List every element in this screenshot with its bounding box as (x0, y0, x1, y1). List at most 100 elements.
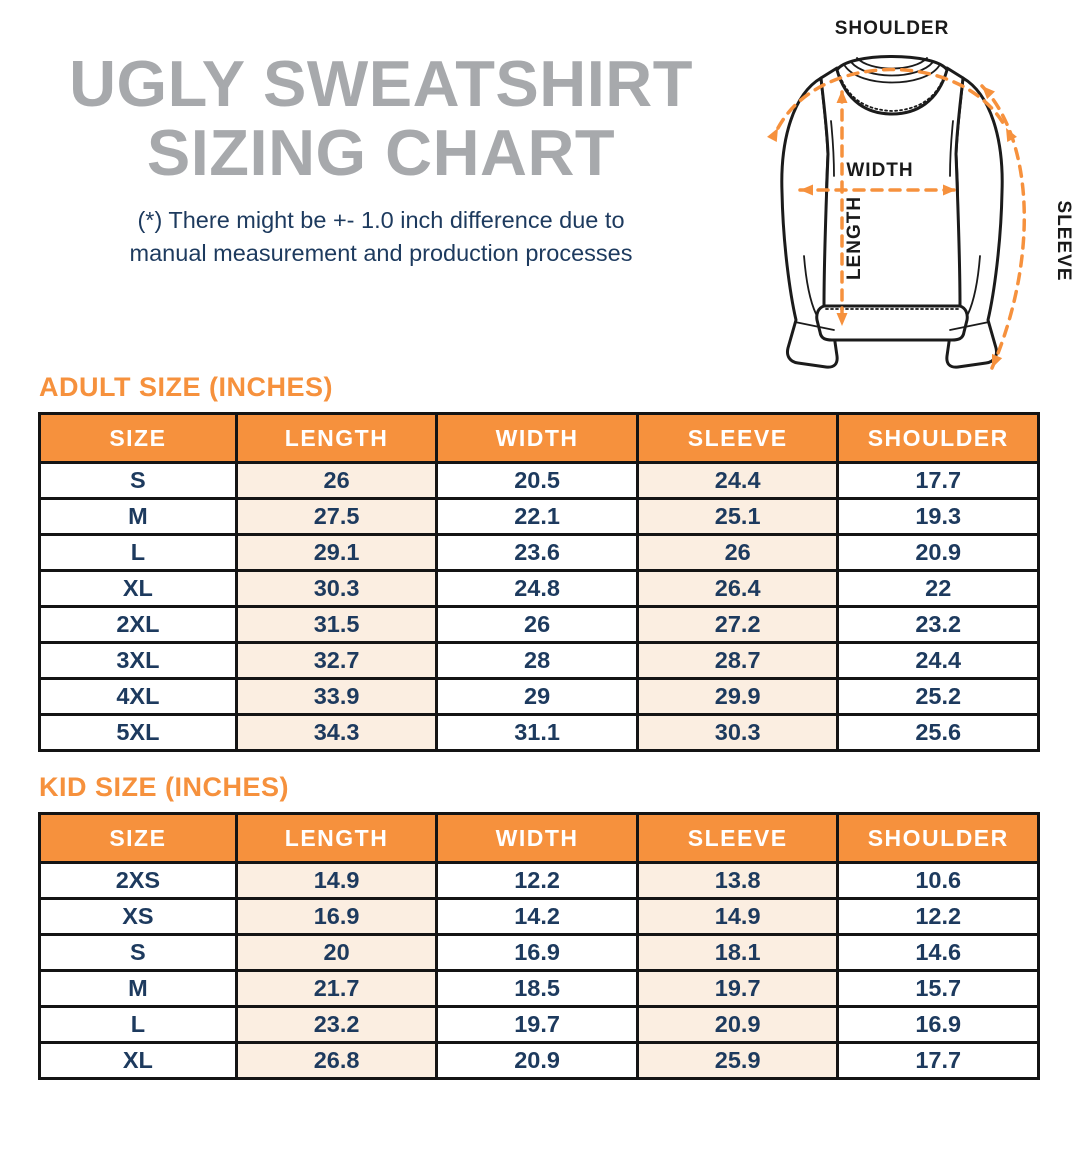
value-cell: 25.1 (635, 497, 840, 536)
size-cell: 2XL (38, 605, 238, 644)
value-cell: 15.7 (836, 969, 1040, 1008)
value-cell: 25.2 (836, 677, 1040, 716)
value-cell: 18.1 (635, 933, 840, 972)
value-cell: 19.3 (836, 497, 1040, 536)
value-cell: 21.7 (234, 969, 439, 1008)
kid-size-table: SIZE LENGTH WIDTH SLEEVE SHOULDER 2XS 14.9 12.2… (38, 812, 1040, 1080)
value-cell: 14.6 (836, 933, 1040, 972)
width-label: WIDTH (846, 160, 913, 181)
size-cell: XS (38, 897, 238, 936)
table-row: XL 30.3 24.8 26.4 22 (38, 569, 1040, 608)
table-row: XS 16.9 14.2 14.9 12.2 (38, 897, 1040, 936)
column-header-length: LENGTH (234, 412, 439, 464)
value-cell: 20.9 (635, 1005, 840, 1044)
value-cell: 26 (234, 461, 439, 500)
value-cell: 26.4 (635, 569, 840, 608)
value-cell: 27.2 (635, 605, 840, 644)
page-title: UGLY SWEATSHIRT SIZING CHART (28, 47, 734, 189)
column-header-shoulder: SHOULDER (836, 412, 1040, 464)
value-cell: 28 (435, 641, 639, 680)
value-cell: 19.7 (435, 1005, 639, 1044)
value-cell: 17.7 (836, 461, 1040, 500)
header-row: SIZE LENGTH WIDTH SLEEVE SHOULDER (38, 412, 1040, 464)
value-cell: 27.5 (234, 497, 439, 536)
value-cell: 17.7 (836, 1041, 1040, 1080)
value-cell: 30.3 (635, 713, 840, 752)
table-row: S 20 16.9 18.1 14.6 (38, 933, 1040, 972)
value-cell: 20.5 (435, 461, 639, 500)
value-cell: 34.3 (234, 713, 439, 752)
column-header-width: WIDTH (435, 412, 639, 464)
title-block: UGLY SWEATSHIRT SIZING CHART (*) There m… (28, 47, 734, 270)
value-cell: 20 (234, 933, 439, 972)
value-cell: 29.9 (635, 677, 840, 716)
table-row: M 27.5 22.1 25.1 19.3 (38, 497, 1040, 536)
shoulder-label: SHOULDER (835, 18, 950, 39)
column-header-width: WIDTH (435, 812, 639, 864)
sleeve-label: SLEEVE (1053, 201, 1074, 282)
value-cell: 18.5 (435, 969, 639, 1008)
column-header-length: LENGTH (234, 812, 439, 864)
value-cell: 22.1 (435, 497, 639, 536)
size-cell: M (38, 497, 238, 536)
value-cell: 23.2 (836, 605, 1040, 644)
adult-size-table: SIZE LENGTH WIDTH SLEEVE SHOULDER S 26 20.5 24.4… (38, 412, 1040, 752)
value-cell: 24.4 (836, 641, 1040, 680)
value-cell: 23.6 (435, 533, 639, 572)
value-cell: 16.9 (836, 1005, 1040, 1044)
size-cell: S (38, 461, 238, 500)
table-row: 4XL 33.9 29 29.9 25.2 (38, 677, 1040, 716)
value-cell: 23.2 (234, 1005, 439, 1044)
size-cell: XL (38, 1041, 238, 1080)
table-row: M 21.7 18.5 19.7 15.7 (38, 969, 1040, 1008)
adult-size-heading: ADULT SIZE (INCHES) (39, 372, 333, 402)
value-cell: 12.2 (435, 861, 639, 900)
value-cell: 16.9 (435, 933, 639, 972)
value-cell: 31.1 (435, 713, 639, 752)
kid-size-heading: KID SIZE (INCHES) (39, 772, 290, 802)
value-cell: 14.9 (234, 861, 439, 900)
value-cell: 22 (836, 569, 1040, 608)
value-cell: 28.7 (635, 641, 840, 680)
value-cell: 29 (435, 677, 639, 716)
value-cell: 13.8 (635, 861, 840, 900)
page-title-line2: SIZING CHART (146, 115, 616, 189)
value-cell: 26.8 (234, 1041, 439, 1080)
value-cell: 25.6 (836, 713, 1040, 752)
kid-size-section: KID SIZE (INCHES) SIZE LENGTH WIDTH SLEEVE S… (38, 772, 1040, 1080)
adult-size-section: ADULT SIZE (INCHES) SIZE LENGTH WIDTH SLEEV… (38, 372, 1040, 752)
value-cell: 32.7 (234, 641, 439, 680)
size-cell: S (38, 933, 238, 972)
column-header-sleeve: SLEEVE (635, 412, 840, 464)
value-cell: 24.8 (435, 569, 639, 608)
header-section: UGLY SWEATSHIRT SIZING CHART (*) There m… (0, 0, 1074, 370)
table-row: 2XL 31.5 26 27.2 23.2 (38, 605, 1040, 644)
page-title-line1: UGLY SWEATSHIRT (69, 47, 693, 120)
table-row: 3XL 32.7 28 28.7 24.4 (38, 641, 1040, 680)
sleeve-arrow (980, 84, 1026, 370)
column-header-size: SIZE (38, 812, 238, 864)
disclaimer-line1: (*) There might be +- 1.0 inch differenc… (137, 206, 625, 233)
value-cell: 19.7 (635, 969, 840, 1008)
length-label: LENGTH (844, 196, 865, 280)
size-cell: L (38, 533, 238, 572)
table-row: 5XL 34.3 31.1 30.3 25.6 (38, 713, 1040, 752)
value-cell: 12.2 (836, 897, 1040, 936)
size-cell: 4XL (38, 677, 238, 716)
value-cell: 20.9 (836, 533, 1040, 572)
size-cell: 2XS (38, 861, 238, 900)
value-cell: 25.9 (635, 1041, 840, 1080)
measurement-disclaimer: (*) There might be +- 1.0 inch differenc… (28, 204, 734, 270)
column-header-sleeve: SLEEVE (635, 812, 840, 864)
column-header-shoulder: SHOULDER (836, 812, 1040, 864)
value-cell: 14.9 (635, 897, 840, 936)
size-cell: XL (38, 569, 238, 608)
disclaimer-line2: manual measurement and production proces… (129, 239, 633, 266)
size-cell: L (38, 1005, 238, 1044)
table-row: L 29.1 23.6 26 20.9 (38, 533, 1040, 572)
sweatshirt-diagram-icon: SHOULDER WIDTH LENGTH SLEEVE (767, 18, 1074, 370)
value-cell: 33.9 (234, 677, 439, 716)
value-cell: 14.2 (435, 897, 639, 936)
size-cell: 5XL (38, 713, 238, 752)
